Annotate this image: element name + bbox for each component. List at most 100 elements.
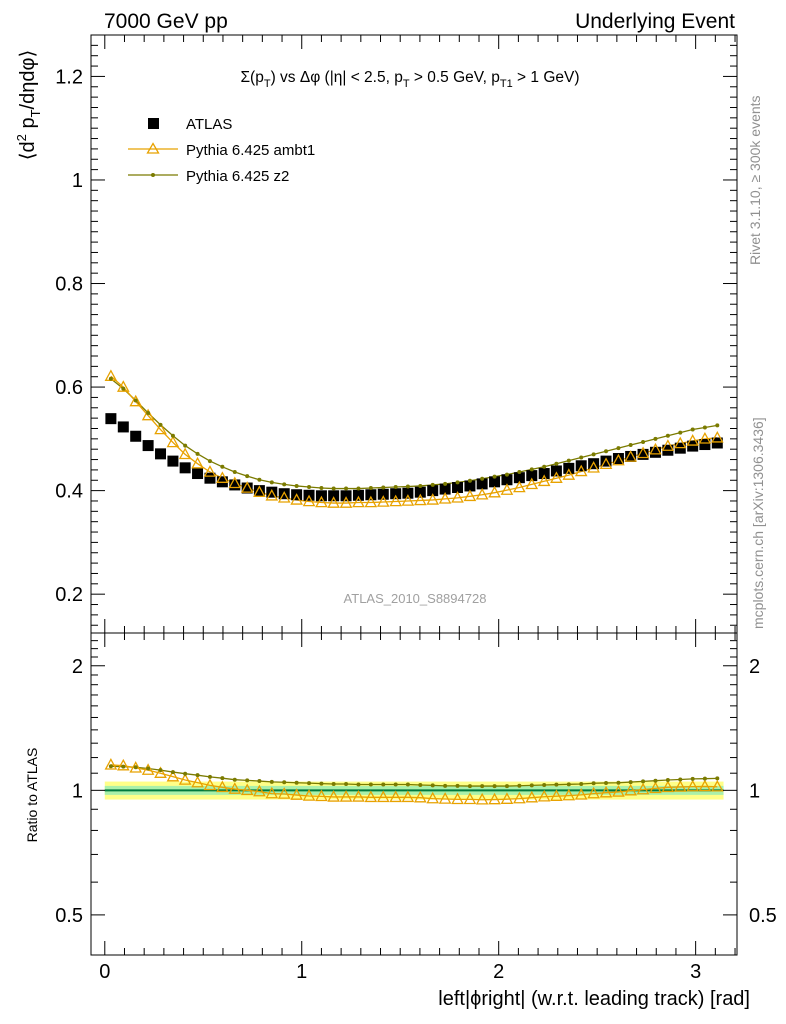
ratio-z2-point: [702, 776, 707, 781]
ratio-ambt1-point: [116, 758, 130, 771]
atlas-point: [130, 430, 142, 442]
ratio-z2-point: [616, 780, 621, 785]
ambt1-point: [203, 465, 217, 477]
ambt1-point: [364, 495, 378, 508]
z2-point: [430, 482, 435, 487]
legend-atlas-label: ATLAS: [186, 116, 232, 133]
z2-point: [257, 477, 262, 482]
atlas-point: [439, 483, 451, 495]
atlas-point: [414, 486, 426, 498]
ratio-z2-point: [455, 783, 460, 788]
legend: ATLAS Pythia 6.425 ambt1 Pythia 6.425 z2: [128, 116, 315, 185]
atlas-point: [352, 489, 364, 501]
ratio-ambt1-point: [166, 769, 180, 782]
ratio-z2-line: [110, 765, 718, 787]
ambt1-point: [673, 436, 687, 449]
ambt1-point: [178, 447, 192, 460]
ratio-panel: 0.5 0.5 1 1 2 2 0 1 2 3 Ratio to ATLAS left|ϕrigh…: [24, 632, 777, 1010]
ambt1-point: [661, 439, 675, 451]
ratio-z2-point: [368, 782, 373, 787]
z2-point: [108, 376, 113, 381]
atlas-point: [253, 485, 265, 497]
legend-ambt1-marker: [146, 142, 160, 154]
ambt1-point: [154, 422, 167, 435]
atlas-point: [328, 490, 340, 502]
x-tick-label: 1: [296, 961, 307, 983]
atlas-point: [377, 488, 389, 500]
z2-point: [232, 469, 237, 474]
atlas-point: [427, 485, 439, 497]
z2-point: [183, 443, 188, 448]
ratio-ambt1-point: [104, 758, 118, 770]
z2-point: [628, 443, 633, 448]
ratio-ambt1-point: [488, 792, 501, 805]
z2-point: [678, 430, 683, 435]
ratio-z2-point: [492, 784, 497, 789]
ratio-ambt1-point: [154, 766, 167, 778]
legend-entry-z2: Pythia 6.425 z2: [128, 168, 289, 185]
ratio-z2-point: [294, 780, 299, 785]
z2-point: [381, 485, 386, 490]
atlas-point: [266, 486, 278, 498]
atlas-point: [699, 439, 711, 451]
z2-point: [393, 484, 398, 489]
ratio-ambt1-point: [178, 773, 192, 785]
ratio-y-axis-label: Ratio to ATLAS: [24, 748, 40, 843]
ratio-ambt1-point: [673, 780, 687, 792]
ambt1-point: [574, 464, 588, 477]
ambt1-point: [599, 457, 613, 469]
ambt1-point: [352, 495, 365, 508]
ambt1-point: [426, 493, 440, 505]
ratio-z2-point: [220, 776, 225, 781]
ratio-y-tick-label-left: 2: [72, 656, 83, 678]
header-right: Underlying Event: [575, 10, 735, 33]
ratio-ambt1-point: [686, 779, 700, 792]
legend-entry-atlas: ATLAS: [148, 116, 232, 133]
ratio-z2-point: [108, 764, 113, 769]
ratio-ambt1-point: [339, 790, 353, 802]
ambt1-point: [475, 487, 489, 500]
atlas-point: [625, 450, 637, 462]
z2-point: [554, 461, 559, 466]
ambt1-point: [612, 453, 625, 466]
atlas-point: [649, 446, 661, 458]
z2-point: [665, 433, 670, 438]
atlas-point: [637, 448, 649, 460]
z2-point: [702, 425, 707, 430]
atlas-point: [600, 455, 612, 467]
ratio-z2-point: [170, 770, 175, 775]
atlas-point: [711, 437, 723, 449]
ambt1-point: [463, 489, 477, 502]
ratio-ambt1-point: [141, 763, 155, 775]
z2-point: [579, 455, 584, 460]
atlas-point: [179, 462, 191, 474]
ratio-z2-point: [628, 780, 633, 785]
ratio-ambt1-point: [265, 786, 279, 799]
ambt1-point: [562, 468, 576, 480]
ratio-ambt1-point: [525, 790, 539, 803]
atlas-point: [390, 488, 402, 500]
ambt1-point: [339, 496, 353, 508]
atlas-point: [687, 440, 699, 452]
main-y-tick-label: 0.2: [55, 584, 83, 606]
atlas-point: [365, 489, 377, 501]
ratio-y-tick-label-right: 2: [749, 656, 760, 678]
legend-entry-ambt1: Pythia 6.425 ambt1: [128, 142, 315, 159]
watermark: ATLAS_2010_S8894728: [344, 591, 487, 606]
ratio-z2-point: [641, 779, 646, 784]
z2-point: [319, 486, 324, 491]
ratio-z2-point: [257, 779, 262, 784]
legend-atlas-marker: [148, 118, 159, 129]
ratio-ambt1-point: [550, 789, 563, 801]
atlas-point: [612, 453, 624, 465]
main-y-tick-label: 0.8: [55, 274, 83, 296]
ambt1-point: [141, 408, 155, 421]
ratio-z2-point: [665, 778, 670, 783]
ratio-y-tick-label-right: 1: [749, 780, 760, 802]
atlas-point: [526, 470, 538, 482]
x-tick-label: 3: [690, 961, 701, 983]
ambt1-point: [376, 495, 390, 507]
ratio-z2-point: [591, 781, 596, 786]
ambt1-point: [513, 480, 526, 493]
ratio-z2-point: [269, 779, 274, 784]
